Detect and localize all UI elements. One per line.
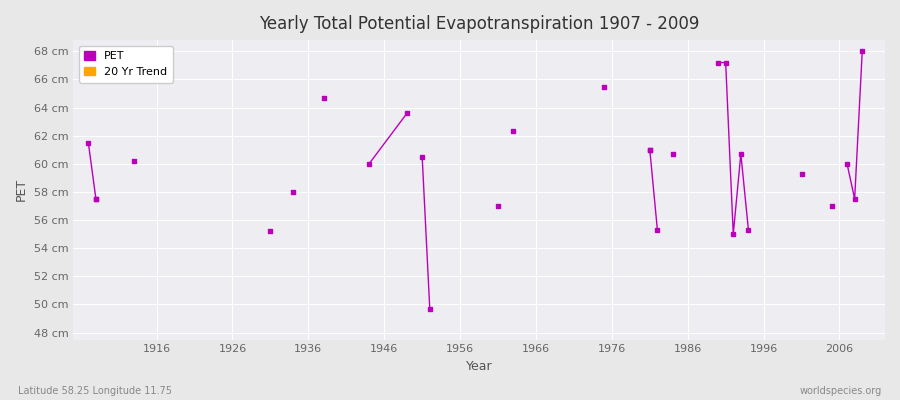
- X-axis label: Year: Year: [466, 360, 492, 373]
- Point: [127, 158, 141, 164]
- Title: Yearly Total Potential Evapotranspiration 1907 - 2009: Yearly Total Potential Evapotranspiratio…: [259, 15, 699, 33]
- Point: [643, 146, 657, 153]
- Point: [597, 83, 611, 90]
- Point: [665, 151, 680, 157]
- Point: [491, 203, 505, 209]
- Point: [506, 128, 520, 135]
- Text: Latitude 58.25 Longitude 11.75: Latitude 58.25 Longitude 11.75: [18, 386, 172, 396]
- Point: [824, 203, 839, 209]
- Y-axis label: PET: PET: [15, 178, 28, 202]
- Point: [316, 94, 330, 101]
- Legend: PET, 20 Yr Trend: PET, 20 Yr Trend: [78, 46, 173, 82]
- Point: [263, 228, 277, 234]
- Point: [795, 170, 809, 177]
- Point: [286, 189, 301, 195]
- Point: [89, 196, 104, 202]
- Text: worldspecies.org: worldspecies.org: [800, 386, 882, 396]
